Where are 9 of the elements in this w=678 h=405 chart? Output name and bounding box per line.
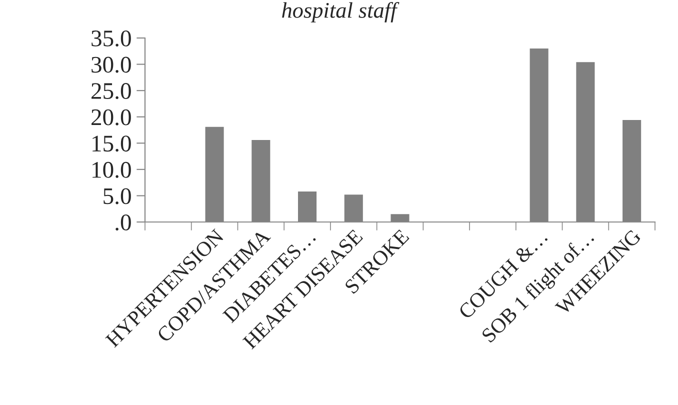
chart-title: hospital staff: [282, 2, 400, 22]
y-tick-label: 35.0: [92, 30, 131, 47]
y-tick-label: 10.0: [92, 162, 131, 178]
y-tick-label: 30.0: [92, 56, 131, 73]
y-tick-label: 25.0: [92, 83, 131, 100]
y-tick-label: 20.0: [92, 109, 131, 126]
y-tick-label: .0: [116, 214, 131, 231]
y-tick-label: 5.0: [104, 188, 131, 204]
y-tick-label: 15.0: [92, 136, 131, 152]
